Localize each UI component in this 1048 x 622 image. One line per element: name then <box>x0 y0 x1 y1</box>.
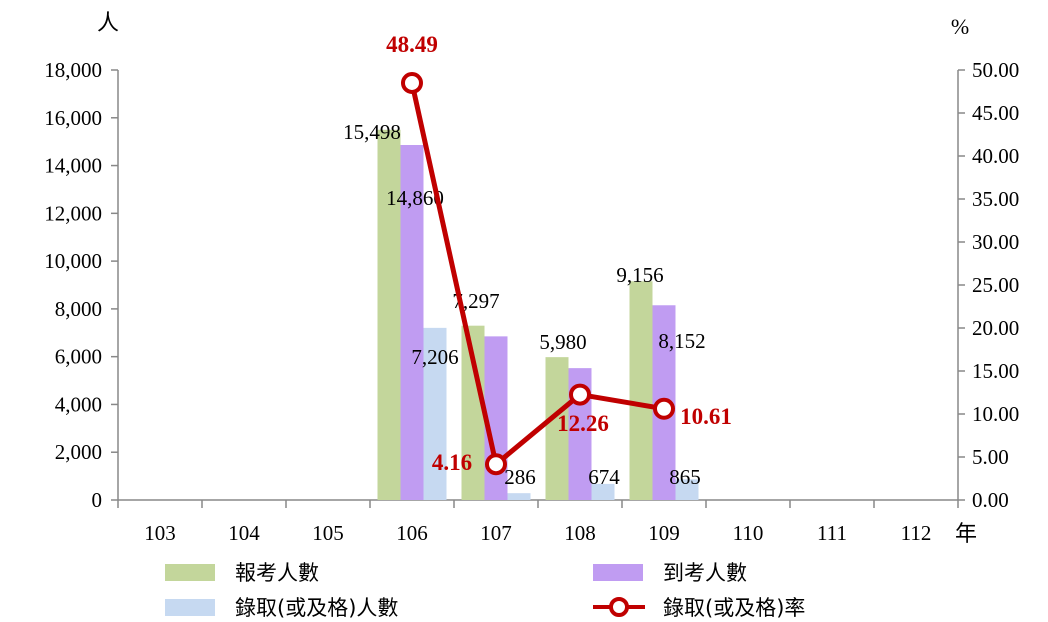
bar-data-label: 7,206 <box>411 345 458 369</box>
y-right-tick-label: 5.00 <box>972 445 1009 469</box>
x-tick-label: 105 <box>312 521 344 545</box>
legend-swatch-rate <box>593 592 645 622</box>
y-right-tick-label: 15.00 <box>972 359 1019 383</box>
legend-label-admitted: 錄取(或及格)人數 <box>235 596 399 620</box>
bar-applicants <box>461 325 485 500</box>
bar-data-label: 865 <box>669 465 701 489</box>
legend-swatch-attendees <box>593 563 643 581</box>
y-right-tick-label: 45.00 <box>972 101 1019 125</box>
x-unit: 年 <box>955 521 977 546</box>
legend-label-rate: 錄取(或及格)率 <box>663 596 806 620</box>
y-left-tick-label: 16,000 <box>44 106 102 130</box>
y-right-tick-label: 0.00 <box>972 488 1009 512</box>
legend-swatch-admitted <box>165 598 215 616</box>
x-tick-label: 107 <box>480 521 512 545</box>
rate-data-label: 4.16 <box>432 450 472 475</box>
y-right-tick-label: 50.00 <box>972 58 1019 82</box>
y-right-tick-label: 40.00 <box>972 144 1019 168</box>
bar-data-label: 15,498 <box>343 120 401 144</box>
bar-data-label: 5,980 <box>539 330 586 354</box>
y-right-unit: % <box>951 14 969 39</box>
bar-admitted <box>507 493 531 500</box>
x-tick-label: 103 <box>144 521 176 545</box>
bar-admitted <box>423 327 447 500</box>
rate-data-label: 10.61 <box>680 404 732 429</box>
bar-data-label: 9,156 <box>616 263 663 287</box>
bar-admitted <box>675 479 699 500</box>
y-left-tick-label: 0 <box>92 488 103 512</box>
legend-label-attendees: 到考人數 <box>663 561 747 585</box>
rate-point <box>569 383 591 406</box>
y-right-tick-label: 35.00 <box>972 187 1019 211</box>
x-tick-label: 111 <box>817 521 847 545</box>
rate-point <box>485 453 507 476</box>
bar-attendees <box>400 145 424 500</box>
legend-item-attendees: 到考人數 <box>593 557 747 587</box>
y-left-tick-label: 6,000 <box>55 345 102 369</box>
bar-admitted <box>591 483 615 500</box>
legend-item-admitted: 錄取(或及格)人數 <box>165 592 398 622</box>
legend-item-rate: 錄取(或及格)率 <box>593 592 805 622</box>
bar-applicants <box>629 281 653 500</box>
bar-data-label: 674 <box>588 465 620 489</box>
y-right-tick-label: 10.00 <box>972 402 1019 426</box>
y-left-tick-label: 2,000 <box>55 440 102 464</box>
rate-line <box>409 82 665 467</box>
y-left-tick-label: 12,000 <box>44 201 102 225</box>
y-left-tick-label: 10,000 <box>44 249 102 273</box>
bar-data-label: 286 <box>504 465 536 489</box>
bar-applicants <box>377 129 401 500</box>
legend-label-applicants: 報考人數 <box>235 561 319 585</box>
y-left-tick-label: 14,000 <box>44 154 102 178</box>
legend-item-applicants: 報考人數 <box>165 557 319 587</box>
y-right-tick-label: 25.00 <box>972 273 1019 297</box>
y-left-tick-label: 4,000 <box>55 392 102 416</box>
y-right-tick-label: 20.00 <box>972 316 1019 340</box>
bar-applicants <box>545 357 569 500</box>
bar-data-label: 8,152 <box>658 329 705 353</box>
y-left-tick-label: 8,000 <box>55 297 102 321</box>
legend-swatch-applicants <box>165 563 215 581</box>
rate-point <box>401 71 423 94</box>
y-left-tick-label: 18,000 <box>44 58 102 82</box>
x-tick-label: 112 <box>901 521 932 545</box>
y-right-tick-label: 30.00 <box>972 230 1019 254</box>
rate-data-label: 12.26 <box>557 411 609 436</box>
x-tick-label: 106 <box>396 521 428 545</box>
rate-data-label: 48.49 <box>386 32 438 57</box>
x-tick-label: 104 <box>228 521 260 545</box>
x-tick-label: 109 <box>648 521 680 545</box>
x-tick-label: 108 <box>564 521 596 545</box>
rate-point <box>653 397 675 420</box>
y-left-unit: 人 <box>97 10 119 35</box>
x-tick-label: 110 <box>733 521 764 545</box>
